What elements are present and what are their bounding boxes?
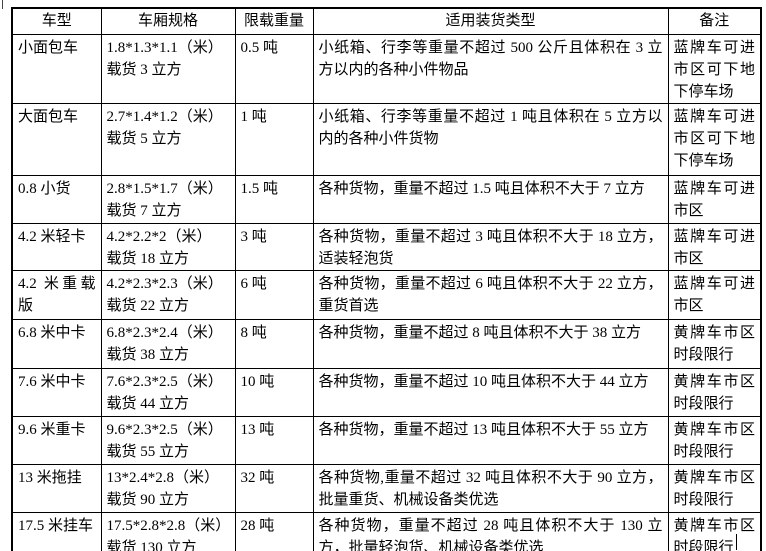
box-spec-dimensions: 2.8*1.5*1.7（米） [106,181,223,197]
load-limit-cell: 13 吨 [234,416,314,465]
box-spec-dimensions: 1.8*1.3*1.1（米） [106,40,223,56]
remark-cell: 蓝牌车可进市区可下地下停车场 [667,103,762,176]
load-limit-cell: 6 吨 [234,270,314,320]
cargo-type-cell: 各种货物，重量不超过 28 吨且体积不大于 130 立方，批量轻泡货、机械设备类… [312,512,669,551]
box-spec-cell: 9.6*2.3*2.5（米） 载货 55 立方 [100,416,236,465]
box-spec-dimensions: 17.5*2.8*2.8（米） [106,518,231,534]
text-cursor [736,534,737,550]
vehicle-type-cell: 13 米拖挂 [11,464,102,513]
cargo-type-cell: 小纸箱、行李等重量不超过 1 吨且体积在 5 立方以内的各种小件货物 [312,103,669,176]
table-row: 13 米拖挂 13*2.4*2.8（米） 载货 90 立方 32 吨 各种货物,… [11,464,762,513]
box-spec-dimensions: 4.2*2.3*2.3（米） [106,276,223,292]
load-limit-cell: 8 吨 [234,319,314,369]
remark-cell: 蓝牌车可进市区可下地下停车场 [667,34,762,104]
remark-cell: 蓝牌车可进市区 [667,270,762,320]
load-limit-cell: 1.5 吨 [234,175,314,224]
table-row: 17.5 米挂车 17.5*2.8*2.8（米） 载货 130 立方 28 吨 … [11,512,762,551]
stray-mark [2,0,3,9]
load-limit-cell: 1 吨 [234,103,314,176]
vehicle-type-cell: 4.2 米轻卡 [11,223,102,271]
vehicle-type-cell: 4.2 米重载版 [11,270,102,320]
box-spec-volume: 载货 3 立方 [106,62,182,78]
remark-cell: 黄牌车市区时段限行 [667,368,762,417]
box-spec-cell: 4.2*2.2*2（米） 载货 18 立方 [100,223,236,271]
vehicle-type-cell: 大面包车 [11,103,102,176]
cargo-type-cell: 各种货物，重量不超过 13 吨且体积不大于 55 立方 [312,416,669,465]
table-row: 4.2 米轻卡 4.2*2.2*2（米） 载货 18 立方 3 吨 各种货物，重… [11,223,762,271]
load-limit-cell: 32 吨 [234,464,314,513]
table-row: 9.6 米重卡 9.6*2.3*2.5（米） 载货 55 立方 13 吨 各种货… [11,416,762,465]
cargo-type-cell: 各种货物，重量不超过 3 吨且体积不大于 18 立方，适装轻泡货 [312,223,669,271]
table-row: 4.2 米重载版 4.2*2.3*2.3（米） 载货 22 立方 6 吨 各种货… [11,270,762,320]
cargo-type-cell: 各种货物，重量不超过 1.5 吨且体积不大于 7 立方 [312,175,669,224]
column-header-cargo-type: 适用装货类型 [312,7,669,35]
box-spec-volume: 载货 90 立方 [106,492,190,508]
box-spec-cell: 17.5*2.8*2.8（米） 载货 130 立方 [100,512,236,551]
column-header-load-limit: 限载重量 [234,7,314,35]
header-row: 车型 车厢规格 限载重量 适用装货类型 备注 [11,7,762,35]
table-row: 小面包车 1.8*1.3*1.1（米） 载货 3 立方 0.5 吨 小纸箱、行李… [11,34,762,104]
box-spec-volume: 载货 44 立方 [106,396,190,412]
box-spec-cell: 2.8*1.5*1.7（米） 载货 7 立方 [100,175,236,224]
box-spec-dimensions: 9.6*2.3*2.5（米） [106,422,223,438]
vehicle-type-cell: 6.8 米中卡 [11,319,102,369]
cargo-type-cell: 各种货物,重量不超过 32 吨且体积不大于 90 立方，批量重货、机械设备类优选 [312,464,669,513]
remark-cell: 黄牌车市区时段限行 [667,512,762,551]
remark-cell: 蓝牌车可进市区 [667,223,762,271]
box-spec-volume: 载货 55 立方 [106,444,190,460]
box-spec-cell: 7.6*2.3*2.5（米） 载货 44 立方 [100,368,236,417]
cargo-type-cell: 小纸箱、行李等重量不超过 500 公斤且体积在 3 立方以内的各种小件物品 [312,34,669,104]
cargo-type-cell: 各种货物，重量不超过 10 吨且体积不大于 44 立方 [312,368,669,417]
box-spec-volume: 载货 130 立方 [106,540,197,551]
box-spec-dimensions: 13*2.4*2.8（米） [106,470,220,486]
box-spec-dimensions: 4.2*2.2*2（米） [106,229,212,245]
cargo-type-cell: 各种货物，重量不超过 8 吨且体积不大于 38 立方 [312,319,669,369]
box-spec-volume: 载货 38 立方 [106,347,190,363]
box-spec-volume: 载货 18 立方 [106,251,190,267]
table-row: 0.8 小货 2.8*1.5*1.7（米） 载货 7 立方 1.5 吨 各种货物… [11,175,762,224]
box-spec-cell: 2.7*1.4*1.2（米） 载货 5 立方 [100,103,236,176]
column-header-remarks: 备注 [667,7,762,35]
column-header-box-spec: 车厢规格 [100,7,236,35]
box-spec-cell: 4.2*2.3*2.3（米） 载货 22 立方 [100,270,236,320]
cargo-type-cell: 各种货物，重量不超过 6 吨且体积不大于 22 立方，重货首选 [312,270,669,320]
vehicle-table: 车型 车厢规格 限载重量 适用装货类型 备注 小面包车 1.8*1.3*1.1（… [11,7,762,551]
load-limit-cell: 3 吨 [234,223,314,271]
remark-cell: 蓝牌车可进市区 [667,175,762,224]
load-limit-cell: 0.5 吨 [234,34,314,104]
load-limit-cell: 10 吨 [234,368,314,417]
remark-cell: 黄牌车市区时段限行 [667,464,762,513]
table-row: 7.6 米中卡 7.6*2.3*2.5（米） 载货 44 立方 10 吨 各种货… [11,368,762,417]
vehicle-type-cell: 7.6 米中卡 [11,368,102,417]
box-spec-cell: 13*2.4*2.8（米） 载货 90 立方 [100,464,236,513]
box-spec-dimensions: 7.6*2.3*2.5（米） [106,374,223,390]
box-spec-volume: 载货 5 立方 [106,131,182,147]
vehicle-type-cell: 0.8 小货 [11,175,102,224]
table-row: 6.8 米中卡 6.8*2.3*2.4（米） 载货 38 立方 8 吨 各种货物… [11,319,762,369]
vehicle-type-cell: 小面包车 [11,34,102,104]
vehicle-type-cell: 17.5 米挂车 [11,512,102,551]
load-limit-cell: 28 吨 [234,512,314,551]
box-spec-dimensions: 2.7*1.4*1.2（米） [106,109,223,125]
vehicle-type-cell: 9.6 米重卡 [11,416,102,465]
box-spec-cell: 1.8*1.3*1.1（米） 载货 3 立方 [100,34,236,104]
box-spec-dimensions: 6.8*2.3*2.4（米） [106,325,223,341]
box-spec-cell: 6.8*2.3*2.4（米） 载货 38 立方 [100,319,236,369]
table-row: 大面包车 2.7*1.4*1.2（米） 载货 5 立方 1 吨 小纸箱、行李等重… [11,103,762,176]
column-header-vehicle-type: 车型 [11,7,102,35]
remark-cell: 黄牌车市区时段限行 [667,416,762,465]
box-spec-volume: 载货 7 立方 [106,203,182,219]
box-spec-volume: 载货 22 立方 [106,298,190,314]
remark-cell: 黄牌车市区时段限行 [667,319,762,369]
